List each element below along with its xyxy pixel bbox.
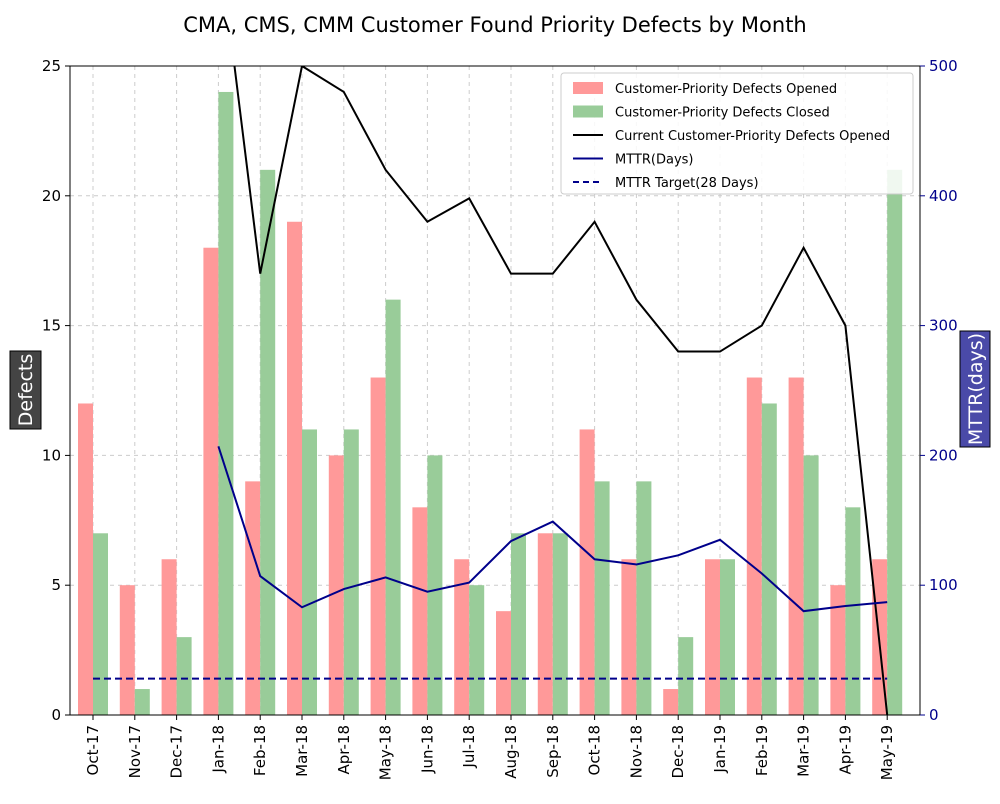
bar-closed xyxy=(134,689,150,715)
legend-label: Customer-Priority Defects Closed xyxy=(615,106,830,121)
y2-axis-label: MTTR(days) xyxy=(965,333,987,445)
bar-opened xyxy=(287,221,302,715)
x-tick-label: Nov-18 xyxy=(627,725,645,778)
right-tick-label: 300 xyxy=(929,317,958,335)
right-tick-label: 500 xyxy=(929,57,958,75)
x-tick-label: Mar-18 xyxy=(293,725,311,777)
plot-frame xyxy=(69,65,921,716)
bar-opened xyxy=(663,689,679,715)
line-current-opened xyxy=(233,66,889,715)
legend-box xyxy=(560,72,914,195)
bar-opened xyxy=(496,611,511,715)
y-axis-label-box: Defects xyxy=(9,350,42,430)
right-tick-label: 0 xyxy=(929,706,939,724)
x-tick-label: Apr-18 xyxy=(335,725,353,775)
x-tick-label: Oct-17 xyxy=(84,725,102,775)
bar-closed xyxy=(594,481,610,715)
bar-closed xyxy=(845,507,861,715)
left-tick-label: 20 xyxy=(42,187,61,205)
x-tick-label: Oct-18 xyxy=(586,725,604,775)
legend-label: MTTR Target(28 Days) xyxy=(615,176,759,191)
x-tick-label: Dec-17 xyxy=(168,725,186,779)
legend-label: MTTR(Days) xyxy=(615,153,694,168)
bars xyxy=(78,91,903,715)
bar-opened xyxy=(579,429,595,715)
x-axis-ticks: Oct-17 Nov-17 Dec-17 Jan-18 Feb-18 Mar-18 Apr-… xyxy=(84,715,896,780)
line-mttr xyxy=(217,446,888,613)
x-tick-label: Jan-19 xyxy=(711,725,729,774)
x-tick-label: Apr-19 xyxy=(836,725,854,775)
bar-closed xyxy=(427,455,443,715)
legend-swatch xyxy=(573,105,603,118)
bar-opened xyxy=(830,585,846,715)
bar-closed xyxy=(343,429,359,715)
bar-opened xyxy=(746,377,762,715)
bar-closed xyxy=(720,559,735,715)
y-axis-label: Defects xyxy=(15,354,37,427)
bar-closed xyxy=(218,91,234,715)
y2-axis-label-box: MTTR(days) xyxy=(959,330,991,448)
x-tick-label: May-19 xyxy=(878,725,896,780)
bar-opened xyxy=(328,455,344,715)
x-tick-label: Jul-18 xyxy=(460,725,478,769)
bar-closed xyxy=(469,585,485,715)
bar-opened xyxy=(370,377,386,715)
bar-opened xyxy=(537,533,553,715)
right-tick-label: 400 xyxy=(929,187,958,205)
x-tick-label: Aug-18 xyxy=(502,725,520,779)
bar-closed xyxy=(636,481,652,715)
left-tick-label: 25 xyxy=(42,57,61,75)
bar-opened xyxy=(245,481,261,715)
x-tick-label: Jan-18 xyxy=(209,725,227,774)
left-tick-label: 10 xyxy=(42,446,61,464)
bar-opened xyxy=(78,403,93,715)
x-tick-label: Feb-19 xyxy=(753,725,771,776)
x-tick-label: Feb-18 xyxy=(251,725,269,776)
left-tick-label: 15 xyxy=(42,317,61,335)
left-tick-label: 5 xyxy=(51,576,61,594)
bar-closed xyxy=(511,533,526,715)
x-tick-label: Mar-19 xyxy=(795,725,813,777)
x-tick-label: Sep-18 xyxy=(544,725,562,778)
legend-swatch xyxy=(573,82,603,94)
bar-closed xyxy=(302,429,317,715)
bar-closed xyxy=(678,637,694,715)
left-tick-label: 0 xyxy=(51,706,61,724)
legend-label: Customer-Priority Defects Opened xyxy=(615,82,837,97)
bar-opened xyxy=(412,507,428,715)
bar-closed xyxy=(260,169,276,715)
bar-closed xyxy=(93,533,108,715)
bar-opened xyxy=(454,559,470,715)
bar-closed xyxy=(887,169,903,715)
bar-closed xyxy=(803,455,819,715)
legend: Customer-Priority Defects Opened Customer… xyxy=(560,72,914,195)
right-tick-label: 200 xyxy=(929,446,958,464)
x-tick-label: Dec-18 xyxy=(669,725,687,779)
right-tick-label: 100 xyxy=(929,576,958,594)
bar-opened xyxy=(621,559,637,715)
left-axis-ticks: 0 5 10 15 20 25 xyxy=(42,57,70,724)
bar-opened xyxy=(161,559,177,715)
chart-title: CMA, CMS, CMM Customer Found Priority De… xyxy=(183,13,807,37)
series-lines xyxy=(93,66,889,715)
right-axis-ticks: 0 100 200 300 400 500 xyxy=(920,57,958,724)
x-tick-label: May-18 xyxy=(377,725,395,780)
x-tick-label: Jun-18 xyxy=(418,725,436,774)
bar-opened xyxy=(203,247,219,715)
bar-closed xyxy=(552,533,568,715)
bar-opened xyxy=(788,377,804,715)
x-tick-label: Nov-17 xyxy=(126,725,144,778)
bar-closed xyxy=(176,637,192,715)
legend-label: Current Customer-Priority Defects Opened xyxy=(615,129,890,144)
bar-closed xyxy=(385,299,401,715)
bar-closed xyxy=(761,403,777,715)
bar-opened xyxy=(705,559,720,715)
bar-opened xyxy=(119,585,135,715)
